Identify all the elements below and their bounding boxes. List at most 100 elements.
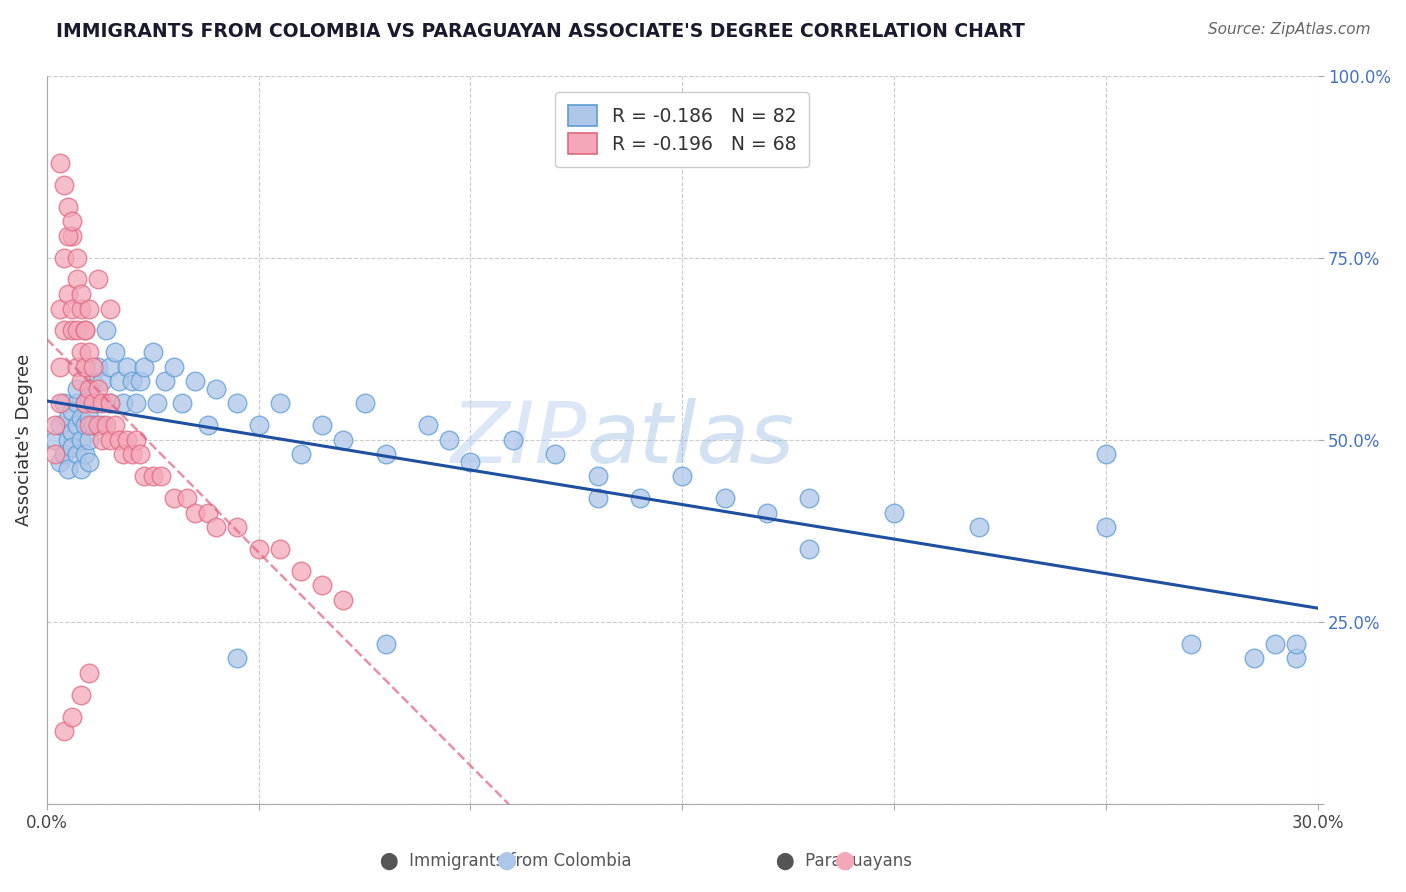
- Point: [1094, 520, 1116, 534]
- Point: [125, 433, 148, 447]
- Point: [48, 418, 70, 433]
- Text: ⬤: ⬤: [834, 851, 853, 870]
- Point: [883, 506, 905, 520]
- Point: [56, 462, 79, 476]
- Point: [163, 359, 186, 374]
- Point: [56, 287, 79, 301]
- Point: [82, 359, 104, 374]
- Point: [142, 345, 165, 359]
- Point: [48, 396, 70, 410]
- Point: [129, 447, 152, 461]
- Point: [374, 447, 396, 461]
- Point: [311, 418, 333, 433]
- Text: ⬤  Immigrants from Colombia: ⬤ Immigrants from Colombia: [381, 852, 631, 870]
- Point: [69, 345, 91, 359]
- Point: [96, 418, 118, 433]
- Point: [77, 382, 100, 396]
- Text: ZIP: ZIP: [451, 398, 586, 482]
- Point: [73, 323, 96, 337]
- Point: [65, 418, 87, 433]
- Point: [91, 396, 114, 410]
- Point: [1264, 637, 1286, 651]
- Point: [60, 440, 83, 454]
- Point: [60, 709, 83, 723]
- Point: [460, 454, 482, 468]
- Point: [52, 178, 75, 192]
- Point: [48, 359, 70, 374]
- Point: [60, 403, 83, 417]
- Point: [100, 396, 122, 410]
- Point: [134, 469, 156, 483]
- Point: [799, 491, 821, 505]
- Point: [48, 156, 70, 170]
- Point: [150, 469, 173, 483]
- Point: [100, 301, 122, 316]
- Point: [269, 396, 291, 410]
- Point: [77, 345, 100, 359]
- Point: [91, 418, 114, 433]
- Point: [586, 469, 609, 483]
- Point: [91, 375, 114, 389]
- Point: [226, 651, 249, 665]
- Point: [205, 520, 228, 534]
- Point: [82, 396, 104, 410]
- Text: Source: ZipAtlas.com: Source: ZipAtlas.com: [1208, 22, 1371, 37]
- Point: [1285, 637, 1308, 651]
- Point: [205, 382, 228, 396]
- Point: [77, 454, 100, 468]
- Point: [1094, 447, 1116, 461]
- Point: [100, 433, 122, 447]
- Point: [56, 200, 79, 214]
- Point: [146, 396, 169, 410]
- Point: [117, 433, 139, 447]
- Point: [73, 396, 96, 410]
- Point: [77, 433, 100, 447]
- Point: [416, 418, 439, 433]
- Point: [65, 447, 87, 461]
- Point: [65, 272, 87, 286]
- Point: [125, 396, 148, 410]
- Point: [73, 323, 96, 337]
- Point: [60, 323, 83, 337]
- Point: [439, 433, 461, 447]
- Point: [247, 418, 270, 433]
- Point: [65, 323, 87, 337]
- Point: [60, 301, 83, 316]
- Point: [129, 375, 152, 389]
- Point: [755, 506, 778, 520]
- Point: [48, 301, 70, 316]
- Point: [1243, 651, 1265, 665]
- Point: [96, 323, 118, 337]
- Point: [65, 359, 87, 374]
- Point: [104, 345, 127, 359]
- Point: [65, 382, 87, 396]
- Point: [586, 491, 609, 505]
- Point: [502, 433, 524, 447]
- Point: [247, 541, 270, 556]
- Point: [176, 491, 198, 505]
- Point: [290, 564, 312, 578]
- Point: [86, 272, 108, 286]
- Point: [197, 418, 219, 433]
- Y-axis label: Associate's Degree: Associate's Degree: [15, 353, 32, 526]
- Point: [60, 425, 83, 440]
- Point: [52, 724, 75, 739]
- Point: [172, 396, 194, 410]
- Point: [108, 375, 131, 389]
- Point: [108, 433, 131, 447]
- Point: [56, 410, 79, 425]
- Point: [73, 396, 96, 410]
- Point: [197, 506, 219, 520]
- Point: [56, 433, 79, 447]
- Point: [91, 433, 114, 447]
- Point: [73, 359, 96, 374]
- Point: [184, 506, 207, 520]
- Text: ⬤: ⬤: [496, 851, 516, 870]
- Point: [44, 433, 66, 447]
- Point: [65, 251, 87, 265]
- Point: [44, 418, 66, 433]
- Legend: R = -0.186   N = 82, R = -0.196   N = 68: R = -0.186 N = 82, R = -0.196 N = 68: [555, 92, 810, 167]
- Point: [69, 462, 91, 476]
- Point: [82, 418, 104, 433]
- Text: atlas: atlas: [586, 398, 794, 482]
